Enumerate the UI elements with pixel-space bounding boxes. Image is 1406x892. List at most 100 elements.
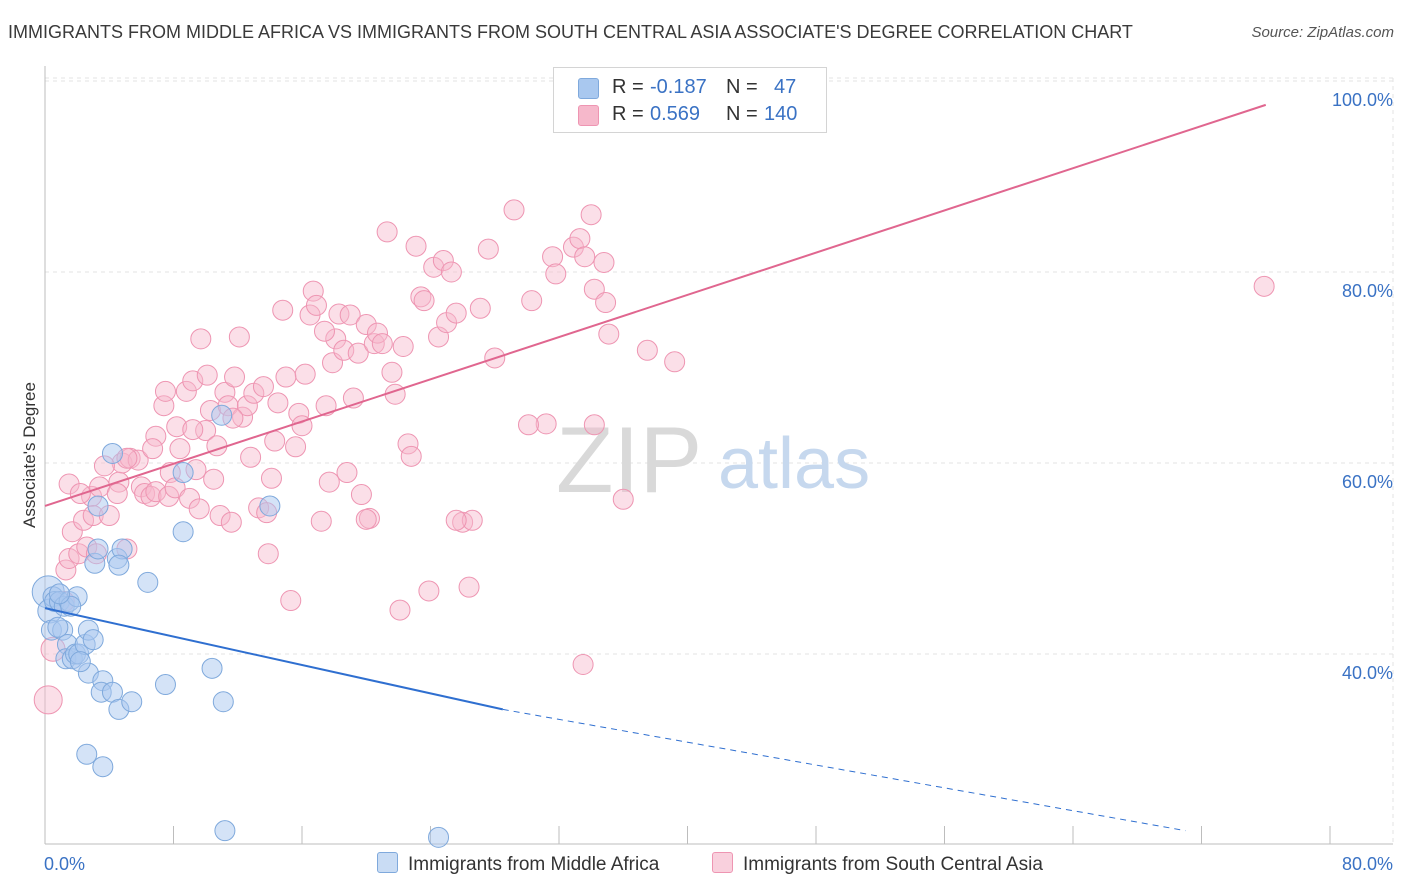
point-middle-africa-39 xyxy=(76,743,98,765)
point-south-central-asia-77 xyxy=(339,304,361,326)
point-middle-africa-32 xyxy=(87,495,109,517)
point-south-central-asia-69 xyxy=(310,510,332,532)
point-south-central-asia-115 xyxy=(569,228,591,250)
legend-n-value: 140 xyxy=(764,103,798,125)
point-middle-africa-36 xyxy=(211,404,233,426)
point-south-central-asia-51 xyxy=(240,446,262,468)
legend-n-label: N = xyxy=(726,76,758,98)
point-south-central-asia-31 xyxy=(169,438,191,460)
point-south-central-asia-36 xyxy=(188,498,210,520)
watermark: ZIP atlas xyxy=(556,407,870,512)
point-south-central-asia-27 xyxy=(158,485,180,507)
point-south-central-asia-99 xyxy=(432,250,454,272)
point-south-central-asia-5 xyxy=(61,521,83,543)
point-south-central-asia-87 xyxy=(381,361,403,383)
legend-row-south-central-asia: R = 0.569 N = 140 xyxy=(554,101,826,127)
watermark-atlas: atlas xyxy=(718,424,870,504)
point-south-central-asia-105 xyxy=(461,509,483,531)
point-south-central-asia-44 xyxy=(214,381,236,403)
point-middle-africa-35 xyxy=(172,462,194,484)
y-tick-label-1: 60.0% xyxy=(1342,472,1393,492)
point-south-central-asia-19 xyxy=(127,449,149,471)
point-south-central-asia-104 xyxy=(458,576,480,598)
point-south-central-asia-74 xyxy=(328,303,350,325)
point-south-central-asia-34 xyxy=(182,370,204,392)
point-middle-africa-31 xyxy=(87,538,109,560)
point-south-central-asia-46 xyxy=(220,511,242,533)
point-south-central-asia-59 xyxy=(272,299,294,321)
point-south-central-asia-60 xyxy=(275,366,297,388)
point-middle-africa-43 xyxy=(69,651,91,673)
watermark-zip: ZIP xyxy=(556,407,702,512)
y-axis-label: Associate's Degree xyxy=(20,382,39,528)
bottom-legend-swatch-blue xyxy=(377,852,398,873)
point-middle-africa-41 xyxy=(428,826,450,848)
point-middle-africa-40 xyxy=(214,820,236,842)
point-south-central-asia-117 xyxy=(580,204,602,226)
correlation-legend: R = -0.187 N = 47 R = 0.569 N = 140 xyxy=(553,67,827,133)
point-south-central-asia-110 xyxy=(521,290,543,312)
point-south-central-asia-24 xyxy=(145,425,167,447)
legend-r-value: 0.569 xyxy=(650,103,701,125)
point-south-central-asia-32 xyxy=(175,380,197,402)
point-middle-africa-45 xyxy=(108,554,130,576)
point-south-central-asia-123 xyxy=(636,339,658,361)
y-tick-label-2: 80.0% xyxy=(1342,281,1393,301)
point-south-central-asia-43 xyxy=(209,505,231,527)
legend-n-value: 47 xyxy=(774,76,797,98)
point-south-central-asia-0 xyxy=(33,685,63,715)
point-middle-africa-42 xyxy=(47,616,69,638)
point-south-central-asia-71 xyxy=(318,471,340,493)
point-south-central-asia-80 xyxy=(350,484,372,506)
point-south-central-asia-41 xyxy=(203,468,225,490)
trend-lines xyxy=(44,103,1267,832)
point-middle-africa-27 xyxy=(137,571,159,593)
point-south-central-asia-9 xyxy=(73,509,95,531)
point-south-central-asia-129 xyxy=(142,438,164,460)
point-south-central-asia-79 xyxy=(347,342,369,364)
point-south-central-asia-122 xyxy=(612,488,634,510)
tick-labels: 40.0% 60.0% 80.0% 100.0% 0.0% 80.0% xyxy=(44,90,1393,874)
point-south-central-asia-113 xyxy=(545,263,567,285)
point-south-central-asia-91 xyxy=(397,433,419,455)
point-south-central-asia-55 xyxy=(257,543,279,565)
legend-r-label: R = xyxy=(612,76,644,98)
point-south-central-asia-116 xyxy=(574,246,596,268)
point-south-central-asia-4 xyxy=(58,548,80,569)
point-south-central-asia-70 xyxy=(315,395,337,417)
point-south-central-asia-138 xyxy=(517,414,539,436)
bottom-legend-middle-africa: Immigrants from Middle Africa xyxy=(377,852,659,876)
point-south-central-asia-130 xyxy=(182,419,204,441)
bottom-legend-label: Immigrants from South Central Asia xyxy=(743,854,1043,875)
bottom-legend-label: Immigrants from Middle Africa xyxy=(408,854,660,875)
legend-r-value: -0.187 xyxy=(650,76,707,98)
x-tick-label-0: 0.0% xyxy=(44,854,85,874)
y-tick-label-0: 40.0% xyxy=(1342,663,1393,683)
point-south-central-asia-58 xyxy=(267,392,289,414)
point-south-central-asia-61 xyxy=(280,590,302,612)
axes xyxy=(44,66,1393,845)
y-tick-label-3: 100.0% xyxy=(1332,90,1393,110)
point-south-central-asia-47 xyxy=(224,366,246,388)
point-south-central-asia-124 xyxy=(664,351,686,373)
point-middle-africa-24 xyxy=(154,674,176,696)
point-south-central-asia-94 xyxy=(410,286,432,308)
points-middle-africa xyxy=(31,404,450,848)
point-south-central-asia-139 xyxy=(1253,275,1275,297)
point-south-central-asia-76 xyxy=(336,462,358,484)
point-south-central-asia-132 xyxy=(313,320,335,342)
legend-swatch-blue xyxy=(578,78,599,99)
point-south-central-asia-121 xyxy=(598,323,620,345)
point-south-central-asia-92 xyxy=(400,445,422,467)
point-south-central-asia-136 xyxy=(445,509,467,531)
point-south-central-asia-95 xyxy=(413,290,435,312)
trend-line-middle-africa-extension xyxy=(502,708,1186,832)
point-south-central-asia-85 xyxy=(371,333,393,355)
legend-row-middle-africa: R = -0.187 N = 47 xyxy=(554,74,826,100)
point-south-central-asia-56 xyxy=(260,467,282,489)
chart-title: IMMIGRANTS FROM MIDDLE AFRICA VS IMMIGRA… xyxy=(8,22,1133,42)
point-south-central-asia-30 xyxy=(166,416,188,438)
point-south-central-asia-86 xyxy=(376,221,398,243)
point-south-central-asia-120 xyxy=(595,292,617,314)
point-south-central-asia-109 xyxy=(503,199,525,221)
